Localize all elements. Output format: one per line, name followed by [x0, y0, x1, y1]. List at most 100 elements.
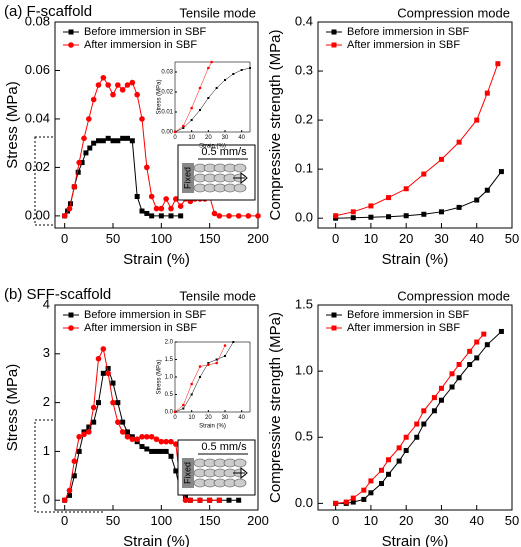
- marker: [115, 400, 121, 406]
- marker: [207, 362, 210, 364]
- y-tick-label: 0.5: [165, 392, 174, 398]
- panel-label: (b) SFF-scaffold: [4, 286, 111, 303]
- y-tick-label: 1: [43, 443, 50, 458]
- marker: [95, 355, 102, 362]
- marker: [249, 67, 251, 69]
- marker: [125, 429, 130, 435]
- y-tick-label: 0.0: [165, 410, 174, 416]
- y-tick-label: 2: [43, 394, 50, 409]
- legend-label: Before immersion in SBF: [347, 26, 470, 38]
- marker: [86, 116, 92, 122]
- marker: [431, 395, 437, 401]
- marker: [223, 344, 227, 347]
- marker: [158, 438, 165, 445]
- marker: [474, 339, 480, 345]
- marker: [168, 205, 174, 212]
- marker: [240, 69, 243, 71]
- legend-marker: [331, 312, 337, 318]
- legend-label: Before immersion in SBF: [84, 26, 207, 38]
- mode-title: Compression mode: [397, 288, 510, 303]
- marker: [414, 421, 420, 427]
- fixed-block: [182, 458, 194, 488]
- x-tick-label: 40: [238, 415, 245, 421]
- marker: [368, 203, 374, 209]
- marker: [79, 160, 85, 166]
- marker: [163, 438, 169, 445]
- marker: [403, 447, 409, 453]
- marker: [66, 205, 73, 212]
- marker: [474, 197, 480, 203]
- x-tick-label: 200: [247, 513, 269, 528]
- legend-label: After immersion in SBF: [84, 39, 197, 51]
- marker: [456, 204, 462, 210]
- marker: [100, 346, 107, 352]
- marker: [81, 135, 87, 142]
- fixed-label: Fixed: [182, 462, 192, 484]
- marker: [368, 478, 374, 484]
- marker: [100, 138, 106, 144]
- x-tick-label: 30: [222, 135, 229, 141]
- marker: [83, 150, 89, 156]
- marker: [232, 341, 235, 343]
- y-tick-label: 0.08: [25, 13, 50, 28]
- marker: [386, 214, 392, 220]
- marker: [173, 441, 179, 447]
- speed-label: 0.5 mm/s: [201, 146, 247, 158]
- scaffold-strand: [233, 458, 247, 468]
- x-axis-label: Strain (%): [199, 424, 226, 430]
- y-axis-label: Compressive strength (MPa): [267, 30, 284, 221]
- x-tick-label: 30: [434, 513, 448, 528]
- marker: [333, 500, 339, 506]
- marker: [481, 331, 487, 337]
- y-tick-label: 0.0: [295, 495, 313, 510]
- marker: [449, 371, 455, 377]
- legend-marker: [68, 29, 74, 35]
- marker: [224, 355, 226, 357]
- marker: [134, 436, 140, 443]
- marker: [129, 79, 136, 86]
- x-tick-label: 0: [332, 231, 339, 246]
- legend-label: Before immersion in SBF: [84, 309, 207, 321]
- marker: [368, 214, 374, 220]
- marker: [120, 135, 126, 141]
- x-axis-label: Strain (%): [123, 533, 190, 547]
- marker: [154, 448, 159, 454]
- marker: [86, 424, 92, 430]
- y-tick-label: 0.04: [25, 110, 50, 125]
- x-tick-label: 0: [173, 135, 177, 141]
- y-tick-label: 1.0: [165, 375, 174, 381]
- x-axis-label: Strain (%): [123, 251, 190, 268]
- marker: [498, 169, 504, 175]
- marker: [215, 361, 218, 365]
- x-tick-label: 40: [238, 135, 245, 141]
- scaffold-diagram: 0.5 mm/s Fixed: [177, 439, 256, 496]
- marker: [76, 448, 82, 454]
- plot-frame: [174, 341, 251, 413]
- marker: [110, 91, 116, 98]
- marker: [226, 213, 232, 219]
- marker: [61, 497, 68, 504]
- marker: [71, 458, 78, 464]
- x-tick-label: 50: [505, 513, 519, 528]
- marker: [173, 410, 177, 414]
- y-tick-label: 0.01: [161, 110, 173, 116]
- x-tick-label: 20: [399, 513, 413, 528]
- marker: [173, 196, 179, 202]
- marker: [197, 497, 203, 504]
- marker: [350, 495, 356, 501]
- marker: [216, 213, 223, 219]
- marker: [148, 193, 155, 200]
- marker: [91, 419, 97, 425]
- marker: [178, 213, 184, 219]
- x-tick-label: 200: [247, 231, 269, 246]
- x-tick-label: 10: [188, 135, 195, 141]
- marker: [66, 487, 73, 494]
- marker: [115, 82, 121, 88]
- marker: [158, 205, 165, 212]
- marker: [386, 471, 392, 477]
- marker: [105, 82, 111, 88]
- marker: [190, 393, 193, 396]
- marker: [105, 370, 111, 377]
- marker: [182, 403, 185, 407]
- marker: [119, 87, 126, 93]
